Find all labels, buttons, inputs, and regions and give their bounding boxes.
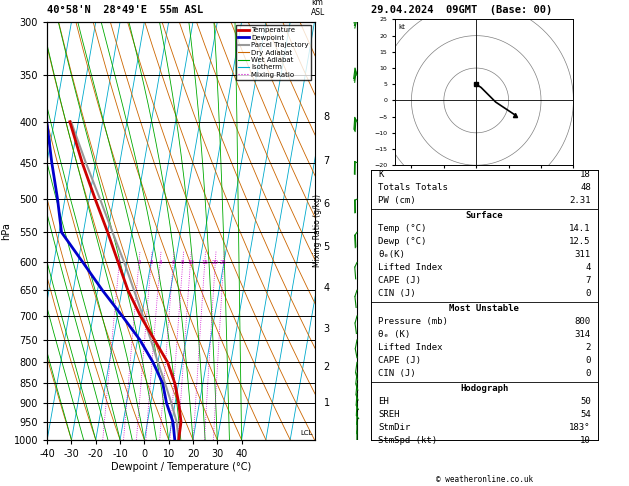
- Text: 29.04.2024  09GMT  (Base: 00): 29.04.2024 09GMT (Base: 00): [371, 4, 552, 15]
- Text: Most Unstable: Most Unstable: [449, 304, 520, 313]
- Text: Pressure (mb): Pressure (mb): [378, 317, 448, 326]
- Text: 25: 25: [220, 260, 227, 265]
- Text: Totals Totals: Totals Totals: [378, 183, 448, 192]
- Text: 7: 7: [586, 276, 591, 285]
- Text: km
ASL: km ASL: [311, 0, 325, 17]
- Text: CAPE (J): CAPE (J): [378, 356, 421, 364]
- Text: 311: 311: [575, 250, 591, 259]
- Text: LCL: LCL: [301, 430, 313, 436]
- Text: K: K: [378, 170, 383, 179]
- Text: 800: 800: [575, 317, 591, 326]
- Text: CIN (J): CIN (J): [378, 368, 416, 378]
- Text: StmDir: StmDir: [378, 422, 410, 432]
- Text: Lifted Index: Lifted Index: [378, 343, 442, 352]
- Text: Dewp (°C): Dewp (°C): [378, 237, 426, 246]
- Text: θₑ(K): θₑ(K): [378, 250, 405, 259]
- Text: 0: 0: [586, 289, 591, 298]
- Text: 4: 4: [586, 263, 591, 272]
- Text: 6: 6: [172, 260, 175, 265]
- Text: Lifted Index: Lifted Index: [378, 263, 442, 272]
- Text: EH: EH: [378, 397, 389, 406]
- Text: PW (cm): PW (cm): [378, 196, 416, 205]
- Text: StmSpd (kt): StmSpd (kt): [378, 435, 437, 445]
- Text: 54: 54: [580, 410, 591, 418]
- Text: CIN (J): CIN (J): [378, 289, 416, 298]
- X-axis label: Dewpoint / Temperature (°C): Dewpoint / Temperature (°C): [111, 462, 251, 471]
- Text: 20: 20: [212, 260, 219, 265]
- Text: 15: 15: [201, 260, 208, 265]
- Text: 10: 10: [187, 260, 194, 265]
- Text: © weatheronline.co.uk: © weatheronline.co.uk: [436, 474, 533, 484]
- Text: 2: 2: [137, 260, 141, 265]
- Legend: Temperature, Dewpoint, Parcel Trajectory, Dry Adiabat, Wet Adiabat, Isotherm, Mi: Temperature, Dewpoint, Parcel Trajectory…: [236, 25, 311, 80]
- Text: 0: 0: [586, 368, 591, 378]
- Text: 48: 48: [580, 183, 591, 192]
- Text: SREH: SREH: [378, 410, 399, 418]
- Text: 4: 4: [159, 260, 162, 265]
- Text: 50: 50: [580, 397, 591, 406]
- Text: CAPE (J): CAPE (J): [378, 276, 421, 285]
- Text: 2: 2: [586, 343, 591, 352]
- Text: 0: 0: [586, 356, 591, 364]
- Text: 14.1: 14.1: [569, 224, 591, 233]
- Text: 10: 10: [580, 435, 591, 445]
- Text: 3: 3: [150, 260, 153, 265]
- Text: 314: 314: [575, 330, 591, 339]
- Y-axis label: hPa: hPa: [1, 222, 11, 240]
- Text: 8: 8: [181, 260, 184, 265]
- Text: 18: 18: [580, 170, 591, 179]
- Text: 2.31: 2.31: [569, 196, 591, 205]
- Text: 40°58'N  28°49'E  55m ASL: 40°58'N 28°49'E 55m ASL: [47, 4, 203, 15]
- Text: kt: kt: [399, 24, 406, 30]
- Text: Temp (°C): Temp (°C): [378, 224, 426, 233]
- Text: θₑ (K): θₑ (K): [378, 330, 410, 339]
- Text: 1: 1: [118, 260, 121, 265]
- Text: 12.5: 12.5: [569, 237, 591, 246]
- Text: Hodograph: Hodograph: [460, 384, 508, 393]
- Text: Mixing Ratio (g/kg): Mixing Ratio (g/kg): [313, 194, 322, 267]
- Text: Surface: Surface: [465, 211, 503, 220]
- Text: 183°: 183°: [569, 422, 591, 432]
